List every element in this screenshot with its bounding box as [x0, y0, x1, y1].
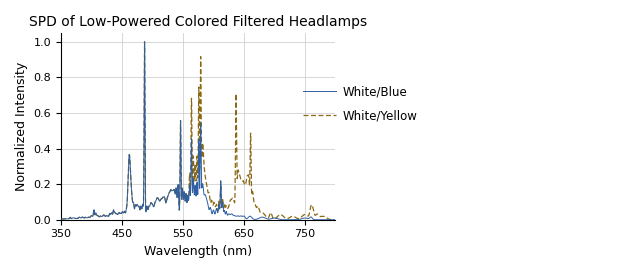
White/Blue: [57, 217, 65, 221]
White/Yellow: [57, 217, 65, 221]
White/Blue: [274, 217, 281, 220]
White/Yellow: [327, 218, 334, 221]
White/Blue: [327, 218, 334, 221]
White/Yellow: [331, 218, 339, 221]
White/Yellow: [229, 197, 236, 200]
X-axis label: Wavelength (nm): Wavelength (nm): [144, 245, 252, 258]
Y-axis label: Normalized Intensity: Normalized Intensity: [15, 62, 28, 191]
White/Yellow: [73, 217, 80, 220]
White/Blue: [130, 207, 138, 210]
White/Blue: [141, 40, 149, 43]
White/Blue: [229, 213, 236, 217]
White/Yellow: [130, 207, 138, 210]
White/Blue: [225, 212, 233, 215]
White/Yellow: [141, 40, 149, 43]
Legend: White/Blue, White/Yellow: White/Blue, White/Yellow: [303, 85, 417, 122]
Line: White/Yellow: White/Yellow: [61, 42, 335, 220]
White/Yellow: [274, 215, 281, 218]
Title: SPD of Low-Powered Colored Filtered Headlamps: SPD of Low-Powered Colored Filtered Head…: [29, 15, 368, 29]
White/Blue: [73, 217, 80, 220]
White/Blue: [331, 218, 339, 221]
Line: White/Blue: White/Blue: [61, 42, 335, 220]
White/Yellow: [225, 204, 233, 208]
